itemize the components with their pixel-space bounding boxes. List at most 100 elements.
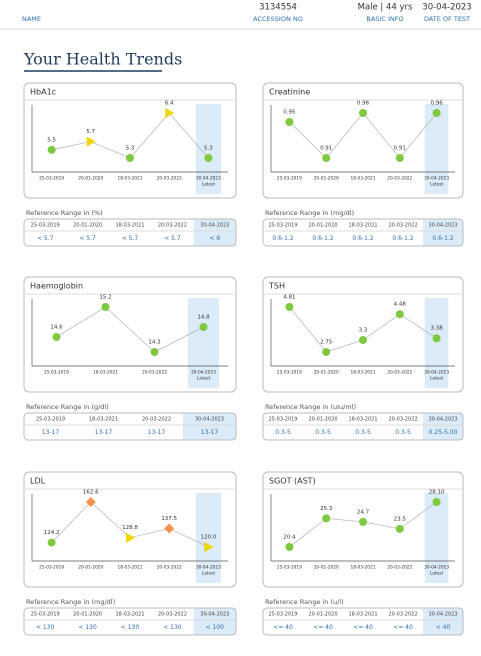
- reference-range: 13-17: [95, 429, 113, 436]
- value-label: 0.96: [357, 101, 370, 107]
- point: [126, 532, 135, 543]
- x-tick-label: 20-03-2022: [387, 176, 412, 182]
- x-tick-label: 18-03-2021: [118, 565, 143, 571]
- latest-cell: [193, 219, 236, 246]
- value-label: 5.7: [86, 129, 95, 135]
- x-tick-label: 20-03-2022: [142, 370, 167, 376]
- reference-date: 18-03-2021: [89, 417, 118, 423]
- reference-label: Reference Range in (%): [26, 209, 103, 217]
- value-label: 14.3: [148, 340, 161, 346]
- reference-range: < 6: [209, 235, 220, 242]
- x-tick-label: 25-03-2019: [39, 565, 64, 571]
- reference-range: < 100: [206, 624, 225, 631]
- value-label: 5.3: [204, 146, 213, 152]
- reference-table: [262, 412, 464, 441]
- reference-date: 20-01-2020: [308, 612, 337, 618]
- latest-label: Latest: [197, 376, 211, 382]
- x-tick-label: 25-03-2019: [277, 370, 302, 376]
- value-label: 3.3: [359, 327, 368, 333]
- value-label: 0.91: [394, 146, 406, 152]
- value-label: 5.3: [126, 146, 135, 152]
- reference-date: 18-03-2021: [348, 612, 377, 618]
- x-tick-label: 20-01-2020: [314, 176, 339, 182]
- point: [395, 154, 404, 162]
- reference-range: < 5.7: [37, 235, 54, 242]
- reference-table: [262, 218, 464, 247]
- reference-range: 0.3-5: [315, 429, 331, 436]
- value-label: 0.96: [430, 101, 443, 107]
- value-label: 4.81: [283, 295, 295, 301]
- x-tick-label: 25-03-2019: [44, 370, 69, 376]
- point: [359, 109, 367, 117]
- reference-date: 25-03-2019: [36, 417, 65, 423]
- latest-cell: [423, 608, 463, 635]
- point: [285, 303, 294, 311]
- reference-date: 30-04-2023: [195, 417, 224, 423]
- reference-date: 18-03-2021: [348, 417, 377, 423]
- reference-range: 13-17: [201, 429, 219, 436]
- reference-date: 20-03-2022: [388, 417, 417, 423]
- x-tick-label: 25-03-2019: [277, 565, 302, 571]
- reference-table: [23, 218, 237, 247]
- page-title: Your Health Trends: [23, 50, 182, 69]
- reference-range: < 130: [78, 624, 97, 631]
- reference-date: 30-04-2023: [428, 612, 457, 618]
- x-tick-label: 20-03-2022: [157, 565, 182, 571]
- chart-box: [23, 276, 237, 393]
- point: [126, 154, 134, 162]
- x-tick-label: 30-04-2023: [196, 565, 221, 571]
- point: [204, 154, 213, 162]
- reference-range: 0.6-1.2: [352, 235, 373, 242]
- point: [395, 524, 404, 533]
- trend-line: [56, 306, 204, 353]
- x-tick-label: 30-04-2023: [191, 370, 216, 376]
- value-label: 23.5: [394, 516, 407, 522]
- value-label: 137.5: [161, 516, 177, 522]
- x-tick-label: 20-01-2020: [78, 176, 103, 182]
- x-tick-label: 25-03-2019: [39, 176, 64, 182]
- value-label: 14.8: [197, 315, 210, 321]
- reference-date: 25-03-2019: [268, 223, 297, 229]
- x-tick-label: 18-03-2021: [118, 176, 143, 182]
- latest-cell: [193, 608, 236, 635]
- point: [150, 348, 159, 356]
- reference-date: 30-04-2023: [200, 612, 229, 618]
- value-label: 5.5: [47, 137, 56, 143]
- reference-label: Reference Range in (g/dl): [26, 403, 109, 411]
- reference-range: < 5.7: [164, 235, 181, 242]
- reference-range: < 130: [163, 624, 182, 631]
- chart-title: Haemoglobin: [30, 282, 83, 291]
- reference-range: 0.6-1.2: [312, 235, 333, 242]
- reference-date: 18-03-2021: [348, 223, 377, 229]
- reference-label: Reference Range in (uIu/ml): [265, 403, 356, 411]
- header-label: DATE OF TEST: [424, 15, 470, 23]
- reference-label: Reference Range in (mg/dl): [265, 209, 354, 217]
- header-value: 30-04-2023: [422, 3, 471, 13]
- reference-date: 20-01-2020: [73, 223, 102, 229]
- reference-date: 18-03-2021: [115, 223, 144, 229]
- latest-cell: [423, 219, 463, 246]
- reference-range: 0.6-1.2: [432, 235, 453, 242]
- chart-title: SGOT (AST): [269, 477, 316, 486]
- value-label: 162.6: [83, 490, 99, 496]
- reference-date: 20-01-2020: [73, 612, 102, 618]
- x-tick-label: 20-01-2020: [314, 565, 339, 571]
- x-tick-label: 18-03-2021: [93, 370, 118, 376]
- reference-range: 0.6-1.2: [392, 235, 413, 242]
- reference-date: 20-03-2022: [388, 612, 417, 618]
- x-tick-label: 20-01-2020: [314, 370, 339, 376]
- reference-range: <= 40: [273, 624, 293, 631]
- header-value: 3134554: [259, 3, 297, 13]
- value-label: 6.4: [165, 101, 174, 107]
- header-label: ACCESSION NO: [253, 15, 303, 23]
- reference-range: < 40: [436, 624, 451, 631]
- reference-date: 20-01-2020: [308, 223, 337, 229]
- value-label: 4.48: [394, 302, 407, 308]
- point: [322, 348, 331, 356]
- x-tick-label: 18-03-2021: [351, 370, 376, 376]
- chart-box: [23, 471, 237, 588]
- point: [199, 323, 208, 331]
- reference-date: 20-01-2020: [308, 417, 337, 423]
- x-tick-label: 20-01-2020: [78, 565, 103, 571]
